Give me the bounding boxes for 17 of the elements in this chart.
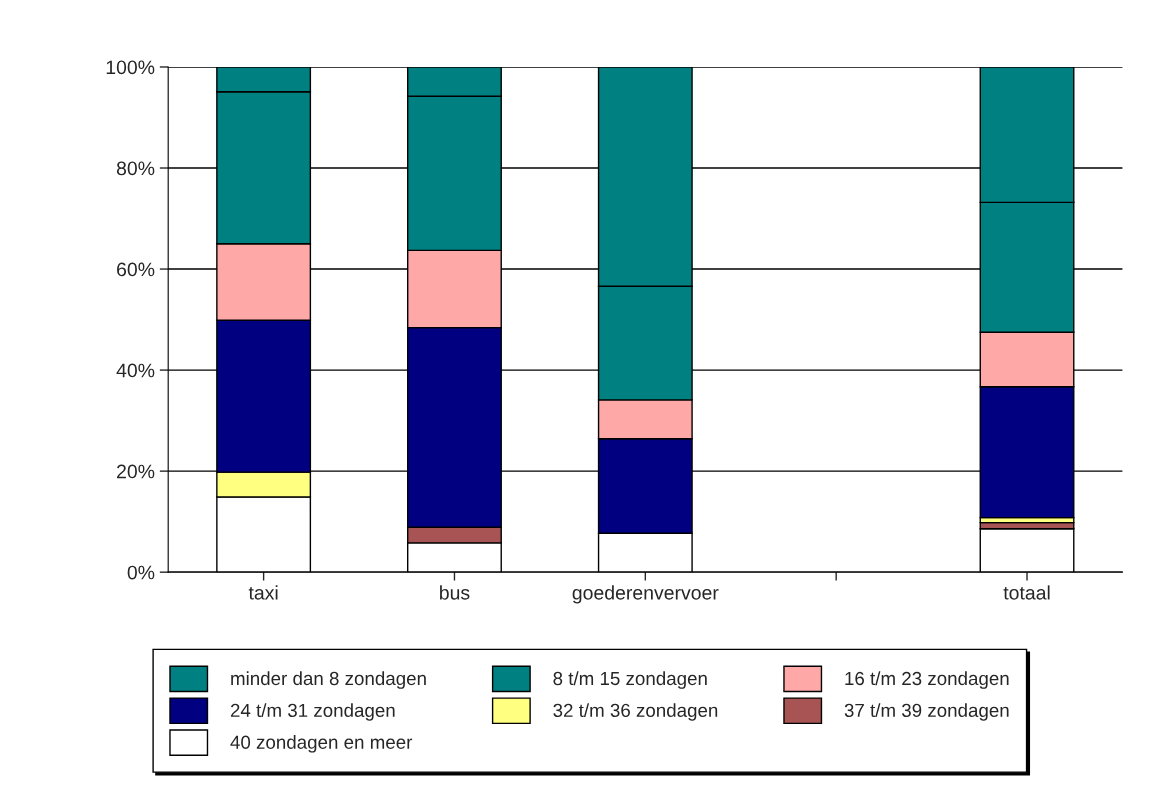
legend-label: 40 zondagen en meer — [230, 735, 413, 753]
legend-label: 37 t/m 39 zondagen — [844, 703, 1009, 721]
y-tick-label: 40% — [116, 363, 155, 378]
y-tick-label: 80% — [116, 161, 155, 176]
x-tick-label: bus — [440, 585, 470, 600]
legend-label: 24 t/m 31 zondagen — [230, 703, 395, 721]
legend-label: 32 t/m 36 zondagen — [553, 703, 718, 721]
y-tick-label: 100% — [106, 60, 155, 75]
x-tick-label: totaal — [1003, 585, 1050, 600]
x-tick-label: taxi — [248, 585, 278, 600]
x-tick-label: goederenvervoer — [572, 585, 719, 604]
legend-label: minder dan 8 zondagen — [231, 671, 426, 689]
y-tick-label: 20% — [117, 464, 155, 479]
legend-label: 16 t/m 23 zondagen — [845, 671, 1009, 689]
y-tick-label: 0% — [127, 565, 155, 580]
legend-label: 8 t/m 15 zondagen — [553, 671, 707, 689]
y-tick-label: 60% — [117, 262, 155, 277]
